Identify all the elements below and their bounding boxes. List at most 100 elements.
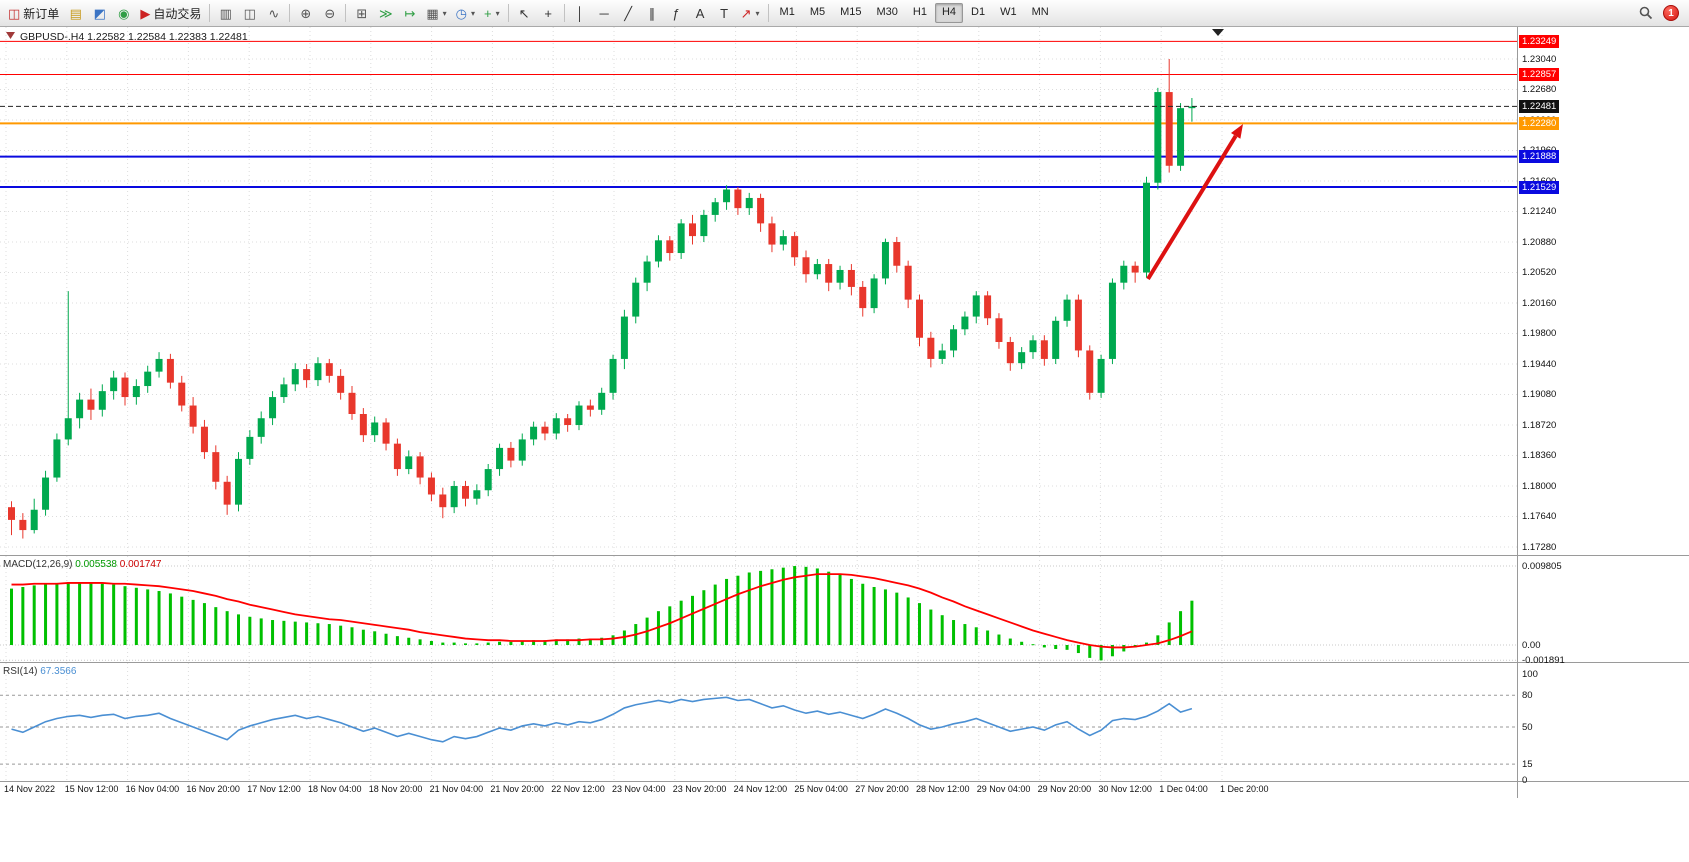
trend-arrow-head[interactable] [1230, 124, 1243, 139]
main-price-chart[interactable]: GBPUSD-.H4 1.22582 1.22584 1.22383 1.224… [0, 27, 1517, 555]
charts-folder-button[interactable]: ▤ [64, 2, 87, 24]
panel-separator[interactable] [0, 662, 1689, 663]
time-axis-label: 14 Nov 2022 [4, 784, 56, 794]
macd-histogram-bar [32, 585, 36, 645]
rsi-tick-label: 50 [1522, 721, 1533, 733]
text-button[interactable]: A [689, 2, 712, 24]
one-click-trading-toggle-icon[interactable] [6, 32, 15, 39]
new-chart-button[interactable]: ▦ ▾ [422, 2, 450, 24]
price-tick-label: 1.17280 [1522, 541, 1557, 553]
line-chart-button[interactable]: ∿ [262, 2, 285, 24]
zoom-in-icon: ⊕ [300, 5, 312, 21]
macd-histogram-bar [1031, 644, 1035, 646]
candle-body [916, 299, 923, 338]
arrows-button[interactable]: ↗ ▾ [737, 2, 764, 24]
macd-histogram-bar [418, 639, 422, 645]
panel-separator[interactable] [0, 555, 1689, 556]
timeframe-w1-button[interactable]: W1 [1000, 6, 1017, 18]
candle-body [677, 223, 685, 254]
time-axis-label: 1 Dec 04:00 [1159, 784, 1208, 794]
candle-body [859, 286, 867, 309]
chart-shift-marker[interactable] [1212, 29, 1224, 36]
label-button[interactable]: T [713, 2, 736, 24]
time-axis-label: 29 Nov 04:00 [976, 784, 1031, 794]
candle-body [700, 214, 708, 237]
macd-histogram-bar [1145, 642, 1148, 645]
notification-badge[interactable]: 1 [1663, 5, 1679, 21]
macd-panel[interactable]: MACD(12,26,9) 0.005538 0.001747 [0, 556, 1517, 662]
candle-body [178, 382, 186, 406]
timeframe-m15-button[interactable]: M15 [840, 6, 862, 18]
candle-body [1040, 340, 1048, 359]
rsi-tick-label: 15 [1522, 758, 1533, 770]
chart-window[interactable]: GBPUSD-.H4 1.22582 1.22584 1.22383 1.224… [0, 27, 1689, 862]
period-icon: ◷ [455, 5, 467, 21]
trendline-button[interactable]: ╱ [617, 2, 640, 24]
candle-body [995, 318, 1003, 342]
time-axis: 14 Nov 2022 15 Nov 12:00 16 Nov 04:00 16 No… [0, 782, 1517, 798]
profile-button[interactable]: ◩ [88, 2, 111, 24]
time-axis-label: 16 Nov 04:00 [125, 784, 180, 794]
horizontal-line-button[interactable]: ─ [593, 2, 616, 24]
zoom-in-button[interactable]: ⊕ [294, 2, 317, 24]
tile-windows-button[interactable]: ⊞ [350, 2, 373, 24]
period-button[interactable]: ◷ ▾ [452, 2, 479, 24]
candle-body [950, 329, 958, 351]
autotrading-button[interactable]: ▶ 自动交易 [136, 2, 205, 24]
auto-scroll-button[interactable]: ≫ [374, 2, 397, 24]
candle-body [802, 257, 810, 275]
indicators-button-dropdown-icon[interactable]: ▾ [495, 8, 500, 18]
cursor-button[interactable]: ↖ [513, 2, 536, 24]
time-axis-label: 17 Nov 12:00 [247, 784, 301, 794]
support-button[interactable]: ◉ [112, 2, 135, 24]
candle-body [1097, 358, 1105, 393]
timeframe-h4-button[interactable]: H4 [934, 3, 964, 23]
candle-body [734, 189, 742, 209]
macd-histogram-bar [282, 620, 286, 645]
candle-body [881, 242, 889, 279]
chart-shift-button[interactable]: ↦ [398, 2, 421, 24]
macd-histogram-bar [180, 596, 184, 645]
period-button-dropdown-icon[interactable]: ▾ [470, 8, 475, 18]
macd-histogram-bar [918, 603, 921, 645]
timeframe-h1-button[interactable]: H1 [912, 6, 927, 18]
time-axis-label: 25 Nov 04:00 [794, 784, 848, 794]
macd-histogram-bar [974, 627, 978, 645]
label-icon: T [720, 5, 729, 21]
timeframe-mn-button[interactable]: MN [1031, 6, 1049, 18]
candle-body [87, 399, 95, 410]
candle-body [416, 456, 424, 478]
candle-body [757, 197, 765, 224]
fibonacci-button[interactable]: ƒ [665, 2, 688, 24]
timeframe-m1-button[interactable]: M1 [779, 6, 795, 18]
bar-chart-button[interactable]: ▥ [214, 2, 237, 24]
macd-histogram-bar [611, 635, 615, 645]
macd-histogram-bar [509, 641, 513, 645]
timeframe-m30-button[interactable]: M30 [876, 6, 898, 18]
rsi-panel[interactable]: RSI(14) 67.3566 [0, 663, 1517, 781]
trend-arrow-shaft[interactable] [1146, 134, 1238, 281]
new-order-button[interactable]: ◫ 新订单 [4, 2, 63, 24]
macd-histogram-bar [89, 582, 93, 645]
price-tick-label: 1.20160 [1522, 297, 1557, 309]
candle-body [257, 418, 265, 437]
candle-body [518, 439, 526, 461]
new-chart-button-dropdown-icon[interactable]: ▾ [442, 8, 447, 18]
tile-windows-icon: ⊞ [356, 5, 368, 21]
price-tick-label: 1.22680 [1522, 84, 1557, 96]
vertical-line-button[interactable]: │ [569, 2, 592, 24]
indicators-button[interactable]: + ▾ [480, 2, 504, 24]
candle-body [904, 265, 912, 300]
search-button[interactable] [1634, 2, 1657, 24]
arrows-button-dropdown-icon[interactable]: ▾ [755, 8, 760, 18]
candlestick-chart-button[interactable]: ◫ [238, 2, 261, 24]
macd-histogram-bar [407, 637, 411, 645]
time-axis-label: 15 Nov 12:00 [64, 784, 119, 794]
timeframe-d1-button[interactable]: D1 [971, 6, 986, 18]
candle-body [359, 414, 367, 436]
timeframe-m5-button[interactable]: M5 [809, 6, 826, 18]
channel-button[interactable]: ∥ [641, 2, 664, 24]
time-axis-label: 28 Nov 12:00 [916, 784, 970, 794]
zoom-out-button[interactable]: ⊖ [318, 2, 341, 24]
crosshair-button[interactable]: + [537, 2, 560, 24]
